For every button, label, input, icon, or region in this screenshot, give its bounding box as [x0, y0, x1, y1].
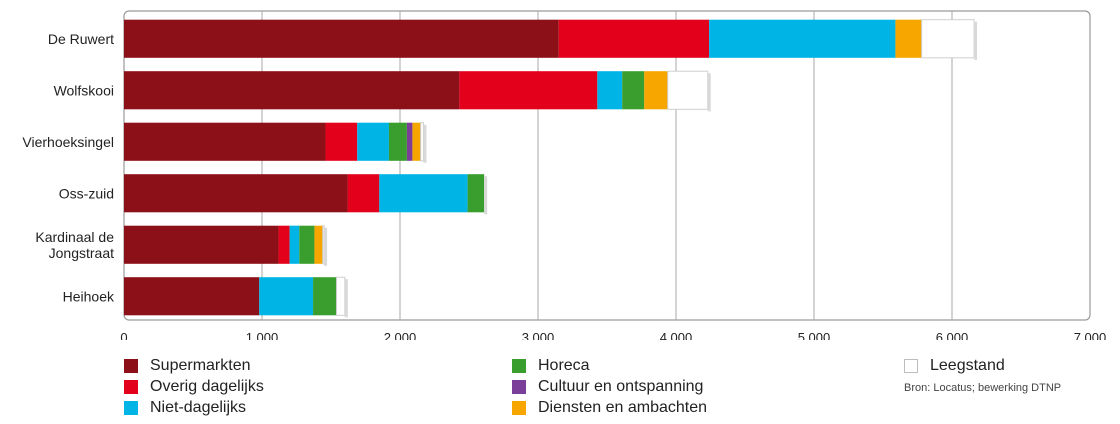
legend-item: Overig dagelijks	[124, 378, 264, 396]
category-label: Heihoek	[63, 288, 115, 304]
bar-segment	[921, 19, 975, 59]
legend-label: Leegstand	[930, 357, 1005, 374]
legend-swatch	[904, 359, 918, 373]
legend-item: Horeca	[512, 357, 590, 375]
bar-segment	[388, 122, 407, 161]
x-tick-label: 1.000	[246, 330, 279, 340]
legend-label: Supermarkten	[150, 357, 251, 374]
x-tick-label: 0	[120, 330, 127, 340]
bar-segment	[622, 71, 645, 110]
category-label: De Ruwert	[48, 31, 114, 47]
legend-swatch	[124, 380, 138, 394]
bar-segment	[289, 225, 300, 264]
bar-segment	[406, 122, 413, 161]
bar-shadow	[974, 21, 978, 60]
bar-shadow	[344, 279, 348, 318]
bar-segment	[124, 225, 279, 264]
bar-shadow	[484, 176, 488, 215]
bar-segment	[124, 174, 348, 213]
legend-item: Leegstand	[904, 357, 1005, 375]
stacked-bar-chart: De Ruwert Wolfskooi Vierhoeksingel Oss-zuid…	[22, 10, 1106, 340]
legend-item: Diensten en ambachten	[512, 399, 707, 417]
x-tick-label: 4.000	[660, 330, 693, 340]
source-note: Bron: Locatus; bewerking DTNP	[904, 382, 1062, 394]
category-label: Kardinaal de	[35, 229, 114, 245]
bar-segment	[459, 71, 598, 110]
legend-swatch	[512, 359, 526, 373]
category-labels: De Ruwert Wolfskooi Vierhoeksingel Oss-zuid…	[22, 31, 115, 305]
bar-segment	[357, 122, 389, 161]
x-tick-label: 2.000	[384, 330, 417, 340]
bar-segment	[412, 122, 421, 161]
grid-lines	[261, 11, 953, 320]
legend-swatch	[124, 401, 138, 415]
bar-segment	[709, 19, 896, 58]
bar-segment	[124, 19, 559, 58]
bar-segment	[124, 122, 326, 161]
legend-label: Overig dagelijks	[150, 378, 264, 395]
bar-segment	[278, 225, 290, 264]
bar-segment	[895, 19, 922, 58]
legend-item: Supermarkten	[124, 357, 251, 375]
bar-segment	[467, 174, 485, 213]
legend-label: Horeca	[538, 357, 590, 374]
legend-swatch	[512, 380, 526, 394]
legend-item: Cultuur en ontspanning	[512, 378, 703, 396]
bar-segment	[347, 174, 380, 213]
bar-segment	[325, 122, 358, 161]
x-tick-label: 3.000	[522, 330, 555, 340]
legend-swatch	[512, 401, 526, 415]
bar-segment	[322, 225, 325, 265]
legend-label: Cultuur en ontspanning	[538, 378, 704, 395]
bar-segment	[667, 70, 709, 110]
bar-segment	[644, 71, 668, 110]
bars	[124, 19, 978, 318]
bar-segment	[313, 277, 337, 316]
x-tick-label: 6.000	[936, 330, 969, 340]
bar-segment	[299, 225, 315, 264]
category-label: Vierhoeksingel	[22, 134, 114, 150]
bar-segment	[420, 122, 424, 162]
bar-segment	[314, 225, 323, 264]
category-label: Oss-zuid	[59, 185, 114, 201]
category-label: Jongstraat	[49, 245, 114, 261]
legend-swatch	[124, 359, 138, 373]
bar-segment	[124, 277, 260, 316]
bar-segment	[379, 174, 468, 213]
legend-label: Diensten en ambachten	[538, 399, 707, 416]
legend-label: Niet-dagelijks	[150, 399, 247, 416]
x-tick-label: 7.000	[1074, 330, 1107, 340]
bar-shadow	[423, 124, 427, 163]
bar-shadow	[707, 73, 711, 112]
x-tick-labels: 0 1.000 2.000 3.000 4.000 5.000 6.000 7.000	[120, 330, 1106, 340]
x-tick-label: 5.000	[798, 330, 831, 340]
category-label: Wolfskooi	[54, 82, 114, 98]
bar-segment	[558, 19, 710, 58]
bar-segment	[597, 71, 623, 110]
bar-segment	[124, 71, 460, 110]
bar-segment	[336, 276, 346, 316]
bar-segment	[259, 277, 314, 316]
bar-shadow	[324, 227, 328, 266]
legend-item: Niet-dagelijks	[124, 399, 246, 417]
